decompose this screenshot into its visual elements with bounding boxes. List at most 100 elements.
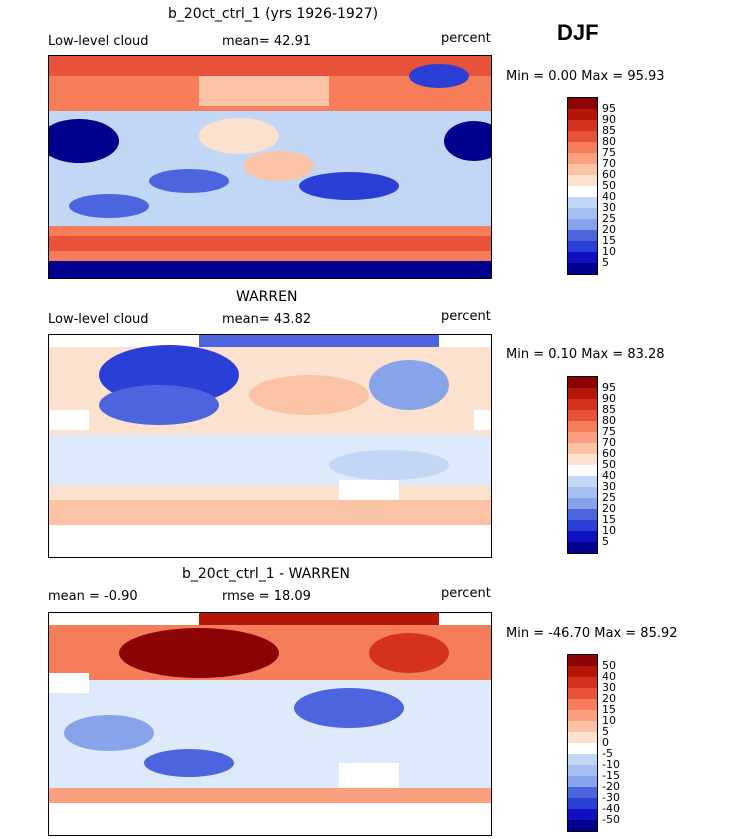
colorbar-swatch <box>568 666 597 677</box>
colorbar-tick-label: -5 <box>602 746 613 760</box>
panel-1-title: b_20ct_ctrl_1 (yrs 1926-1927) <box>168 6 379 22</box>
colorbar-swatch <box>568 677 597 688</box>
panel-3-map <box>48 612 492 836</box>
colorbar-tick-label: -10 <box>602 757 620 771</box>
colorbar-tick-label: 10 <box>602 523 616 537</box>
colorbar-tick-label: 50 <box>602 457 616 471</box>
colorbar-swatch <box>568 410 597 421</box>
colorbar-tick-label: -50 <box>602 812 620 826</box>
panel-1-colorbar <box>567 97 598 275</box>
panel-2-title: WARREN <box>236 289 298 305</box>
colorbar-swatch <box>568 98 597 109</box>
colorbar-swatch <box>568 454 597 465</box>
colorbar-swatch <box>568 531 597 542</box>
colorbar-swatch <box>568 263 597 274</box>
colorbar-tick-label: -30 <box>602 790 620 804</box>
colorbar-tick-label: 95 <box>602 380 616 394</box>
colorbar-tick-label: 90 <box>602 391 616 405</box>
colorbar-swatch <box>568 721 597 732</box>
colorbar-swatch <box>568 175 597 186</box>
colorbar-swatch <box>568 219 597 230</box>
colorbar-tick-label: 85 <box>602 402 616 416</box>
panel-2-minmax: Min = 0.10 Max = 83.28 <box>506 347 665 362</box>
colorbar-swatch <box>568 809 597 820</box>
panel-1-map <box>48 55 492 279</box>
panel-1-colorbar-swatches <box>568 98 597 274</box>
colorbar-swatch <box>568 142 597 153</box>
colorbar-tick-label: 40 <box>602 468 616 482</box>
panel-2-colorbar-swatches <box>568 377 597 553</box>
colorbar-tick-label: 10 <box>602 713 616 727</box>
panel-3-colorbar <box>567 654 598 832</box>
colorbar-tick-label: 20 <box>602 501 616 515</box>
colorbar-swatch <box>568 377 597 388</box>
colorbar-swatch <box>568 164 597 175</box>
colorbar-swatch <box>568 765 597 776</box>
panel-2-variable-label: Low-level cloud <box>48 312 149 327</box>
colorbar-tick-label: 5 <box>602 255 609 269</box>
colorbar-tick-label: 15 <box>602 702 616 716</box>
colorbar-swatch <box>568 798 597 809</box>
panel-3-rmse-label: rmse = 18.09 <box>222 589 311 604</box>
colorbar-swatch <box>568 776 597 787</box>
colorbar-tick-label: 0 <box>602 735 609 749</box>
colorbar-swatch <box>568 186 597 197</box>
panel-1-minmax: Min = 0.00 Max = 95.93 <box>506 69 665 84</box>
colorbar-tick-label: 30 <box>602 479 616 493</box>
panel-1-variable-label: Low-level cloud <box>48 34 149 49</box>
panel-2-units-label: percent <box>441 309 491 324</box>
panel-3-mean-label: mean = -0.90 <box>48 589 138 604</box>
colorbar-swatch <box>568 120 597 131</box>
colorbar-tick-label: 85 <box>602 123 616 137</box>
colorbar-swatch <box>568 699 597 710</box>
colorbar-tick-label: 75 <box>602 424 616 438</box>
colorbar-tick-label: 50 <box>602 178 616 192</box>
colorbar-swatch <box>568 520 597 531</box>
panel-3-title: b_20ct_ctrl_1 - WARREN <box>182 566 351 582</box>
colorbar-tick-label: 25 <box>602 211 616 225</box>
colorbar-tick-label: -20 <box>602 779 620 793</box>
colorbar-swatch <box>568 820 597 831</box>
colorbar-swatch <box>568 743 597 754</box>
colorbar-swatch <box>568 487 597 498</box>
colorbar-tick-label: -40 <box>602 801 620 815</box>
panel-1-units-label: percent <box>441 31 491 46</box>
colorbar-swatch <box>568 465 597 476</box>
colorbar-swatch <box>568 432 597 443</box>
colorbar-tick-label: 25 <box>602 490 616 504</box>
colorbar-swatch <box>568 252 597 263</box>
colorbar-tick-label: 30 <box>602 200 616 214</box>
colorbar-tick-label: 15 <box>602 233 616 247</box>
colorbar-tick-label: 80 <box>602 413 616 427</box>
colorbar-tick-label: 80 <box>602 134 616 148</box>
colorbar-swatch <box>568 153 597 164</box>
colorbar-tick-label: 20 <box>602 691 616 705</box>
panel-2-colorbar <box>567 376 598 554</box>
colorbar-tick-label: 90 <box>602 112 616 126</box>
colorbar-tick-label: 60 <box>602 167 616 181</box>
colorbar-swatch <box>568 655 597 666</box>
colorbar-tick-label: 30 <box>602 680 616 694</box>
colorbar-swatch <box>568 197 597 208</box>
colorbar-tick-label: 50 <box>602 658 616 672</box>
colorbar-tick-label: 5 <box>602 534 609 548</box>
colorbar-tick-label: 5 <box>602 724 609 738</box>
colorbar-swatch <box>568 710 597 721</box>
panel-3-minmax: Min = -46.70 Max = 85.92 <box>506 626 678 641</box>
colorbar-swatch <box>568 443 597 454</box>
colorbar-swatch <box>568 787 597 798</box>
colorbar-tick-label: 40 <box>602 189 616 203</box>
colorbar-tick-label: 20 <box>602 222 616 236</box>
colorbar-swatch <box>568 241 597 252</box>
colorbar-tick-label: -15 <box>602 768 620 782</box>
colorbar-tick-label: 60 <box>602 446 616 460</box>
season-label: DJF <box>557 20 599 45</box>
colorbar-swatch <box>568 476 597 487</box>
colorbar-swatch <box>568 732 597 743</box>
colorbar-tick-label: 10 <box>602 244 616 258</box>
colorbar-swatch <box>568 388 597 399</box>
colorbar-swatch <box>568 208 597 219</box>
panel-3-colorbar-swatches <box>568 655 597 831</box>
colorbar-swatch <box>568 688 597 699</box>
colorbar-tick-label: 70 <box>602 435 616 449</box>
